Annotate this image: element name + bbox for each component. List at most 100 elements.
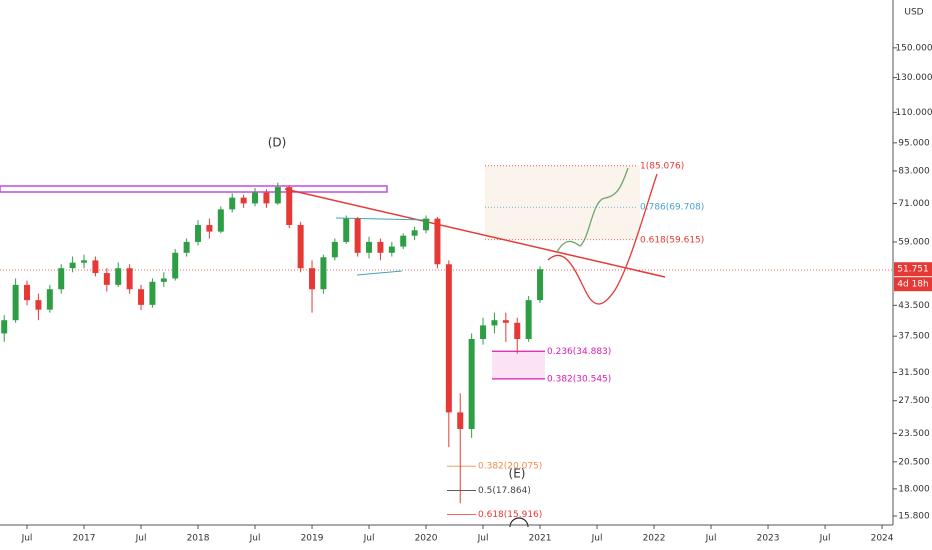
x-tick-label: 2022 (643, 534, 666, 544)
fib-label: 0.382(20.075) (478, 462, 542, 472)
candle-body (388, 246, 395, 253)
candle-body (46, 289, 53, 310)
candle-body (149, 281, 156, 305)
x-tick-label: Jul (591, 534, 603, 544)
last-price-tag (894, 262, 932, 277)
x-tick-label: 2024 (871, 534, 894, 544)
y-tick-label: 150.000 (895, 43, 932, 53)
candle-body (24, 284, 31, 301)
resistance-box (0, 185, 388, 193)
x-tick-label: Jul (705, 534, 717, 544)
candle-body (423, 218, 430, 231)
candle-body (468, 338, 475, 430)
candle-body (331, 241, 338, 258)
candle-body (377, 241, 384, 253)
candle-body (343, 218, 350, 242)
candle-body (126, 268, 133, 290)
candle-body (115, 268, 122, 285)
candle-body (103, 273, 110, 285)
candle-body (92, 260, 99, 274)
candle-body (320, 257, 327, 290)
x-tick-label: Jul (363, 534, 375, 544)
countdown-tag (894, 277, 932, 292)
fib-label: 0.382(30.545) (547, 374, 611, 384)
fib-label: 0.618(15.916) (478, 510, 542, 520)
y-tick-label: 31.500 (898, 368, 930, 378)
x-tick-label: 2023 (757, 534, 780, 544)
candle-body (297, 225, 304, 269)
candle-body (58, 268, 65, 290)
fib-zone (485, 166, 640, 240)
x-tick-label: Jul (819, 534, 831, 544)
candle-body (35, 300, 42, 310)
candle-body (160, 278, 167, 282)
fib-label: 0.236(34.883) (547, 347, 611, 357)
candle-body (206, 225, 213, 232)
fib-zone (492, 351, 545, 379)
y-tick-label: 43.500 (898, 301, 930, 311)
y-tick-label: 95.000 (898, 138, 930, 148)
triangle-line (335, 217, 431, 221)
x-tick-label: Jul (135, 534, 147, 544)
y-tick-label: 83.000 (898, 166, 930, 176)
candle-body (274, 187, 281, 204)
candle-body (411, 230, 418, 236)
x-tick-label: 2017 (73, 534, 96, 544)
fib-label: 0.618(59.615) (640, 235, 704, 245)
candle-body (480, 325, 487, 339)
y-tick-label: 59.000 (898, 237, 930, 247)
wave-label: (D) (268, 136, 287, 150)
y-tick-label: 23.500 (898, 429, 930, 439)
y-tick-label: 27.500 (898, 396, 930, 406)
x-tick-label: 2020 (415, 534, 438, 544)
wave-circle (509, 517, 529, 528)
candle-body (1, 320, 8, 334)
last-price-label: 51.751 (897, 265, 929, 275)
candle-body (138, 289, 145, 305)
candle-body (252, 192, 259, 204)
candle-body (81, 260, 88, 263)
y-tick-label: 37.500 (898, 332, 930, 342)
projection-up (556, 167, 629, 253)
candle-body (263, 192, 270, 204)
candle-body (445, 264, 452, 413)
countdown-label: 4d 18h (897, 280, 928, 290)
y-tick-label: 71.000 (898, 199, 930, 209)
candle-body (69, 262, 76, 269)
fib-label: 0.786(69.708) (640, 203, 704, 213)
candle-body (240, 197, 247, 204)
y-tick-label: 130.000 (895, 73, 932, 83)
y-tick-label: 110.000 (895, 108, 932, 118)
x-tick-label: Jul (249, 534, 261, 544)
triangle-line (356, 270, 403, 276)
candle-body (217, 209, 224, 232)
x-tick-label: Jul (21, 534, 33, 544)
currency-label: USD (904, 8, 923, 18)
x-tick-label: Jul (477, 534, 489, 544)
y-tick-label: 15.800 (898, 511, 930, 521)
candle-body (366, 241, 373, 253)
projection-down (547, 173, 658, 305)
y-tick-label: 18.000 (898, 484, 930, 494)
candle-body (514, 322, 521, 339)
candle-body (434, 218, 441, 265)
wave-label: (E) (509, 467, 526, 481)
candle-body (12, 284, 19, 321)
candle-body (286, 187, 293, 226)
fib-label: 0.5(17.864) (478, 486, 531, 496)
candle-body (537, 269, 544, 301)
y-tick-label: 20.500 (898, 457, 930, 467)
candle-body (400, 235, 407, 247)
candle-body (354, 218, 361, 253)
x-tick-label: 2021 (529, 534, 552, 544)
candle-body (525, 300, 532, 339)
x-tick-label: 2018 (187, 534, 210, 544)
fib-label: 1(85.076) (640, 161, 684, 171)
candle-body (309, 268, 316, 290)
candle-body (502, 320, 509, 323)
candle-body (172, 252, 179, 279)
candle-body (183, 241, 190, 253)
candle-body (457, 412, 464, 430)
